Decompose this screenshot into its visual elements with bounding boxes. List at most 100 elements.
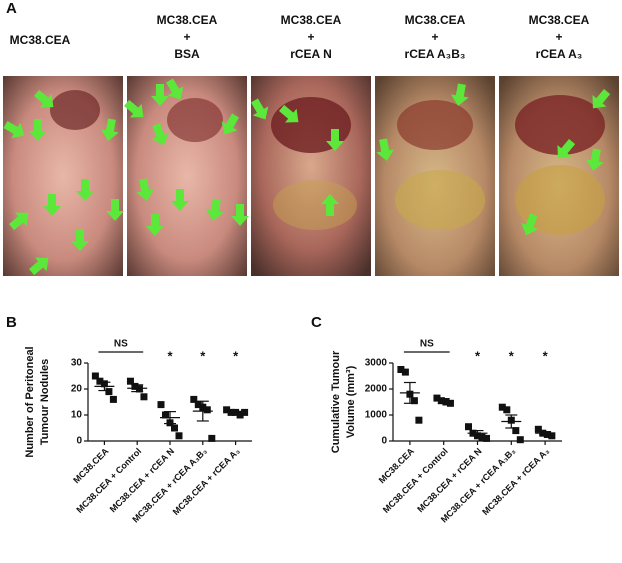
data-point: [175, 432, 183, 440]
data-point: [401, 368, 409, 376]
arrow: [9, 212, 29, 231]
intestine: [273, 180, 357, 230]
data-point: [236, 411, 244, 419]
arrow: [251, 98, 269, 120]
data-point: [162, 411, 169, 419]
data-point: [483, 434, 490, 442]
data-point: [512, 427, 520, 435]
liver: [167, 98, 223, 142]
column-heading: rCEA A₃B₃: [405, 47, 466, 61]
y-tick-label: 0: [381, 436, 387, 447]
data-point: [135, 385, 143, 393]
arrow: [136, 178, 155, 201]
y-axis-label: Number of Peritoneal: [24, 346, 36, 457]
arrow: [205, 198, 224, 221]
data-point: [465, 423, 472, 431]
arrow: [279, 104, 299, 123]
data-point: [157, 401, 165, 409]
significance: *: [167, 348, 173, 363]
arrow: [585, 148, 604, 171]
arrow: [146, 214, 164, 236]
arrow: [29, 257, 49, 276]
arrow: [34, 89, 54, 108]
arrow: [151, 123, 169, 146]
arrow: [166, 78, 184, 100]
arrow: [43, 194, 61, 216]
arrow: [521, 213, 539, 236]
arrow: [376, 138, 395, 161]
data-point: [446, 399, 454, 407]
arrow: [326, 129, 344, 151]
data-point: [194, 401, 202, 409]
column-heading: +: [183, 30, 190, 44]
column-heading: +: [555, 30, 562, 44]
arrow: [100, 118, 119, 141]
column-heading: +: [431, 30, 438, 44]
data-point: [498, 403, 506, 411]
y-axis-label: Tumour Nodules: [39, 359, 51, 446]
data-point: [415, 416, 423, 424]
y-tick-label: 0: [76, 436, 82, 447]
data-point: [171, 424, 178, 432]
data-point: [478, 433, 486, 441]
data-point: [223, 406, 231, 414]
arrow: [557, 139, 576, 159]
data-point: [126, 377, 134, 385]
significance: *: [233, 348, 239, 363]
y-axis-label: Volume (mm³): [345, 365, 357, 438]
arrow: [321, 194, 339, 216]
intestine: [395, 170, 485, 230]
x-tick-label: MC38.CEA + rCEA N: [108, 446, 176, 514]
bracket-label: NS: [420, 339, 434, 350]
arrow: [3, 121, 25, 139]
column-heading: rCEA A₃: [536, 47, 583, 61]
arrow: [106, 199, 124, 221]
column-heading: MC38.CEA: [281, 13, 342, 27]
x-tick-label: MC38.CEA + Control: [74, 446, 143, 515]
data-point: [410, 397, 418, 405]
significance: *: [200, 348, 206, 363]
y-tick-label: 1000: [365, 410, 388, 421]
data-point: [140, 393, 148, 401]
data-point: [105, 388, 113, 396]
arrow: [221, 113, 239, 135]
liver: [515, 95, 605, 155]
arrow: [171, 189, 189, 211]
data-point: [397, 366, 405, 373]
column-heading: MC38.CEA: [405, 13, 466, 27]
panel-label: B: [6, 314, 17, 331]
bracket-label: NS: [114, 339, 128, 350]
x-tick-label: MC38.CEA + rCEA A₃: [480, 446, 551, 517]
data-point: [433, 394, 441, 402]
data-point: [131, 382, 139, 390]
data-point: [203, 406, 211, 414]
data-point: [190, 395, 198, 403]
significance: *: [509, 348, 515, 363]
arrow: [124, 99, 144, 118]
column-heading: BSA: [174, 47, 200, 61]
intestine: [515, 165, 605, 235]
y-tick-label: 10: [71, 410, 83, 421]
photos: [3, 76, 619, 276]
arrow: [592, 89, 611, 109]
column-heading: MC38.CEA: [529, 13, 590, 27]
y-tick-label: 30: [71, 358, 83, 369]
column-heading: MC38.CEA: [157, 13, 218, 27]
significance: *: [475, 348, 481, 363]
panel-label: A: [6, 0, 17, 17]
y-tick-label: 20: [71, 384, 83, 395]
column-heading: +: [307, 30, 314, 44]
x-tick-label: MC38.CEA + Control: [381, 446, 450, 515]
significance: *: [543, 348, 549, 363]
data-point: [96, 377, 104, 385]
arrow: [29, 119, 47, 141]
liver: [50, 90, 100, 130]
data-point: [442, 398, 450, 406]
arrow: [450, 83, 469, 106]
y-tick-label: 3000: [365, 358, 388, 369]
data-point: [208, 434, 216, 442]
arrow: [151, 84, 169, 106]
arrow: [71, 229, 89, 251]
y-axis-label: Cumulative Tumour: [330, 350, 342, 453]
